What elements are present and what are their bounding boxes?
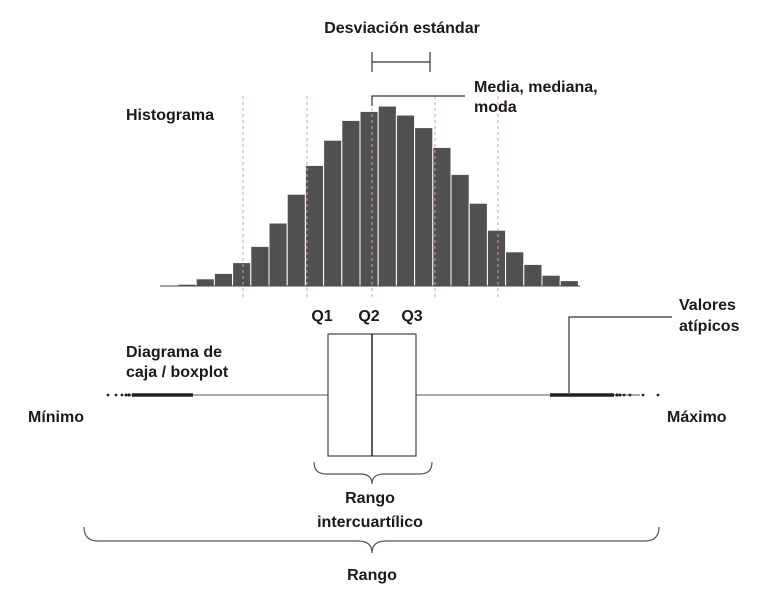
histogram-bar [559, 280, 579, 287]
q3-label: Q3 [401, 308, 422, 325]
histogram-bar [414, 127, 434, 287]
histogram-bar [268, 222, 288, 287]
iqr-brace [313, 461, 433, 485]
iqr-label-line1: Rango [345, 490, 395, 507]
histogram-bar [195, 278, 215, 287]
mean-median-mode-label-line1: Media, mediana, [474, 79, 598, 96]
histogram-bar [213, 272, 234, 287]
histogram-bar [323, 139, 343, 287]
histogram-bar [286, 193, 306, 287]
boxplot-label-line2: caja / boxplot [126, 364, 229, 381]
histogram-label: Histograma [126, 107, 214, 124]
histogram-bar [541, 274, 561, 287]
right-outlier-points [615, 393, 660, 397]
std-dev-bracket [371, 52, 431, 72]
histogram-bar [377, 105, 397, 287]
histogram-bar [304, 164, 325, 287]
histogram-bar [432, 146, 452, 287]
boxplot-label-line1: Diagrama de [126, 344, 222, 361]
outliers-label-line1: Valores [679, 297, 736, 314]
q1-label: Q1 [311, 308, 332, 325]
histogram-bar [486, 229, 507, 287]
histogram [177, 105, 579, 287]
outliers-leader-line [568, 316, 672, 393]
histogram-bar [450, 173, 470, 287]
histogram-bar [395, 114, 416, 287]
std-dev-reference-lines [242, 96, 499, 300]
minimum-label: Mínimo [28, 409, 84, 426]
std-dev-label: Desviación estándar [324, 20, 480, 37]
histogram-bar [341, 119, 361, 287]
histogram-bar [505, 251, 525, 287]
histogram-bar [468, 202, 488, 287]
iqr-label-line2: intercuartílico [317, 514, 423, 531]
mean-leader-line [371, 95, 465, 106]
range-label: Rango [347, 567, 397, 584]
range-brace [83, 526, 660, 554]
mean-median-mode-label-line2: moda [474, 99, 517, 116]
histogram-bar [523, 263, 543, 287]
histogram-bar [250, 245, 270, 287]
histogram-bar [359, 110, 379, 287]
left-outlier-points [106, 393, 131, 397]
maximum-label: Máximo [667, 409, 727, 426]
q2-label: Q2 [358, 308, 379, 325]
histogram-bar [232, 262, 252, 287]
outliers-label-line2: atípicos [679, 318, 740, 335]
